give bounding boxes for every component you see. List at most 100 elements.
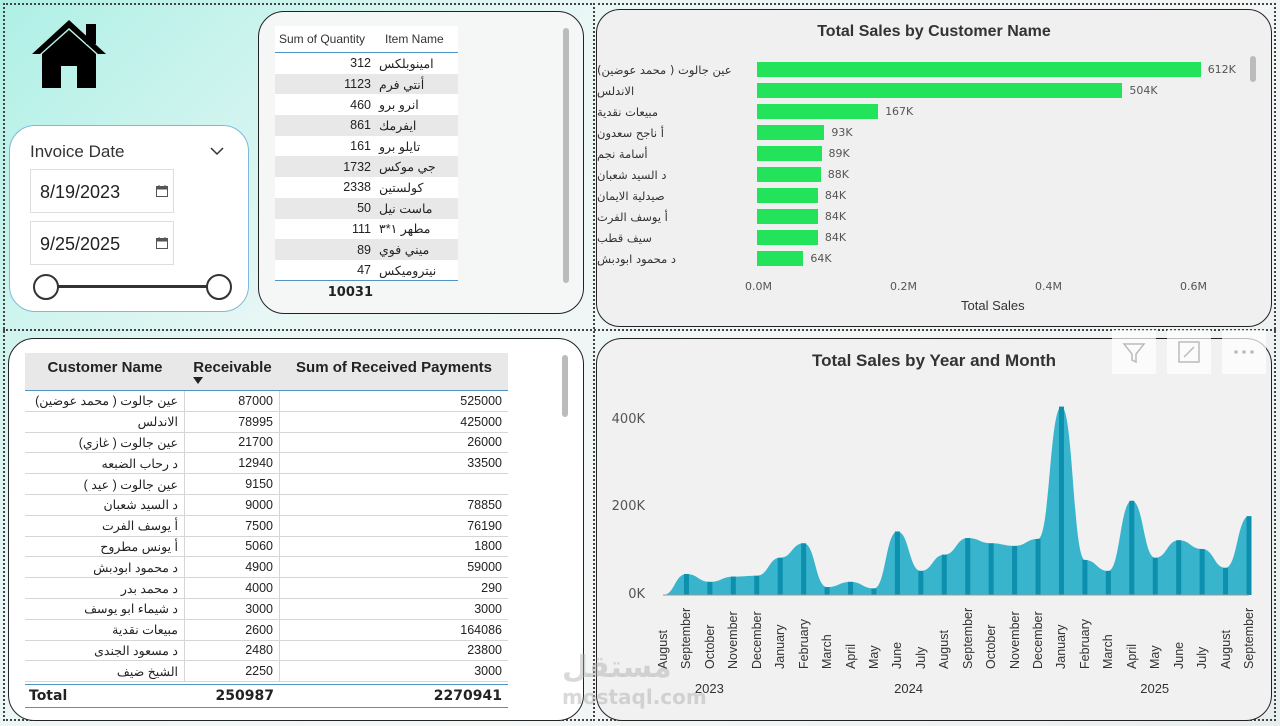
table-row[interactable]: الاندلس 78995 425000 [25, 411, 508, 433]
table-row[interactable]: د رحاب الضبعه 12940 33500 [25, 453, 508, 475]
bar[interactable] [757, 167, 821, 182]
data-point-marker[interactable] [683, 573, 689, 595]
data-point-marker[interactable] [1035, 538, 1041, 595]
slicer-title: Invoice Date [30, 142, 125, 161]
sales-area-series[interactable] [663, 406, 1249, 595]
data-point-marker[interactable] [801, 543, 807, 595]
table-row[interactable]: أ يونس مطروح 5060 1800 [25, 536, 508, 558]
data-point-marker[interactable] [1058, 406, 1064, 595]
bar[interactable] [757, 104, 879, 119]
table-row[interactable]: 111 مطهر ١*٣ [275, 218, 458, 240]
item-name-cell: امينوبلكس [379, 56, 434, 71]
bar[interactable] [757, 251, 804, 266]
data-point-marker[interactable] [730, 576, 736, 595]
data-point-marker[interactable] [988, 543, 994, 595]
bar[interactable] [757, 209, 818, 224]
invoice-date-slicer[interactable]: Invoice Date 8/19/2023 9/25/2025 [9, 125, 249, 312]
col-header-received-payments[interactable]: Sum of Received Payments [296, 359, 492, 376]
data-point-marker[interactable] [1246, 516, 1252, 595]
table-row[interactable]: الشيخ ضيف 2250 3000 [25, 661, 508, 683]
data-point-marker[interactable] [777, 557, 783, 595]
data-point-marker[interactable] [824, 587, 830, 595]
table-row[interactable]: 460 انرو برو [275, 94, 458, 116]
data-point-marker[interactable] [871, 588, 877, 595]
start-date-input[interactable]: 8/19/2023 [30, 169, 174, 213]
date-range-track[interactable] [46, 285, 218, 288]
receivable-cell: 2600 [185, 619, 280, 640]
vertical-scrollbar[interactable] [562, 355, 568, 417]
bar[interactable] [757, 125, 825, 140]
focus-mode-icon[interactable] [1167, 330, 1211, 374]
customer-name-cell: د محمود ابودبش [25, 557, 185, 578]
vertical-scrollbar[interactable] [563, 28, 569, 283]
col-header-item-name[interactable]: Item Name [385, 32, 444, 46]
table-row[interactable]: 161 تايلو برو [275, 135, 458, 157]
bar[interactable] [757, 62, 1201, 77]
data-point-marker[interactable] [918, 570, 924, 595]
table-row[interactable]: عين جالوت ( غازي) 21700 26000 [25, 432, 508, 454]
customer-name-cell: د مسعود الجندى [25, 640, 185, 661]
table-row[interactable]: د مسعود الجندى 2480 23800 [25, 640, 508, 662]
table-row[interactable]: أ يوسف الفرت 7500 76190 [25, 515, 508, 537]
data-point-marker[interactable] [941, 554, 947, 595]
table-total-row: 10031 [275, 280, 458, 304]
data-point-marker[interactable] [1082, 559, 1088, 595]
col-header-quantity[interactable]: Sum of Quantity [279, 32, 366, 46]
table-row[interactable]: د شيماء ابو يوسف 3000 3000 [25, 598, 508, 620]
sort-descending-icon[interactable] [193, 377, 203, 385]
quantity-cell: 111 [351, 221, 371, 236]
filter-icon[interactable] [1112, 330, 1156, 374]
chevron-down-icon[interactable] [210, 144, 224, 158]
data-point-marker[interactable] [1176, 540, 1182, 595]
table-row[interactable]: 312 امينوبلكس [275, 53, 458, 74]
data-point-marker[interactable] [965, 538, 971, 595]
bar[interactable] [757, 188, 818, 203]
table-row[interactable]: 50 ماست نيل [275, 197, 458, 219]
table-row[interactable]: د محمود ابودبش 4900 59000 [25, 557, 508, 579]
slider-handle-end[interactable] [206, 274, 232, 300]
bar[interactable] [757, 230, 818, 245]
received-payments-cell: 76190 [467, 518, 502, 533]
data-point-marker[interactable] [707, 581, 713, 595]
table-row[interactable]: د محمد بدر 4000 290 [25, 578, 508, 599]
end-date-input[interactable]: 9/25/2025 [30, 221, 174, 265]
col-header-receivable[interactable]: Receivable [185, 353, 280, 390]
total-quantity: 10031 [327, 285, 373, 300]
table-row[interactable]: 1123 أنتي فرم [275, 73, 458, 95]
data-point-marker[interactable] [1152, 557, 1158, 595]
table-row[interactable]: د السيد شعبان 9000 78850 [25, 494, 508, 516]
table-body: 312 امينوبلكس 1123 أنتي فرم 460 انرو برو 861 اي… [275, 53, 458, 281]
calendar-icon[interactable] [156, 185, 168, 197]
col-header-customer-name[interactable]: Customer Name [47, 359, 163, 376]
table-row[interactable]: مبيعات نقدية 2600 164086 [25, 619, 508, 641]
data-point-marker[interactable] [1223, 567, 1229, 595]
bar[interactable] [757, 146, 822, 161]
data-point-marker[interactable] [1129, 500, 1135, 595]
data-point-marker[interactable] [894, 531, 900, 595]
y-tick-label: 400K [611, 411, 645, 427]
data-point-marker[interactable] [754, 575, 760, 595]
customer-name-cell: د شيماء ابو يوسف [25, 598, 185, 619]
receivable-cell: 5060 [185, 536, 280, 557]
more-options-icon[interactable] [1222, 330, 1266, 374]
table-row[interactable]: عين جالوت ( محمد عوضين) 87000 525000 [25, 391, 508, 412]
table-row[interactable]: عين جالوت ( عيد ) 9150 [25, 474, 508, 495]
data-point-marker[interactable] [1105, 570, 1111, 595]
table-row[interactable]: 1732 جي موكس [275, 156, 458, 178]
data-point-marker[interactable] [1199, 549, 1205, 595]
item-name-cell: جي موكس [379, 160, 436, 175]
table-row[interactable]: 47 نيتروميكس [275, 259, 458, 281]
x-tick-label: February [1077, 618, 1092, 669]
receivables-table: Customer Name Receivable Sum of Received… [25, 353, 508, 683]
table-row[interactable]: 861 ايفرمك [275, 115, 458, 136]
calendar-icon[interactable] [156, 237, 168, 249]
bar[interactable] [757, 83, 1123, 98]
table-row[interactable]: 89 ميني فوي [275, 239, 458, 260]
vertical-scrollbar[interactable] [1250, 56, 1256, 82]
slider-handle-start[interactable] [33, 274, 59, 300]
home-icon[interactable] [30, 18, 108, 90]
table-row[interactable]: 2338 كولستين [275, 177, 458, 198]
customer-name-cell: د السيد شعبان [25, 494, 185, 515]
data-point-marker[interactable] [848, 581, 854, 595]
data-point-marker[interactable] [1012, 545, 1018, 595]
